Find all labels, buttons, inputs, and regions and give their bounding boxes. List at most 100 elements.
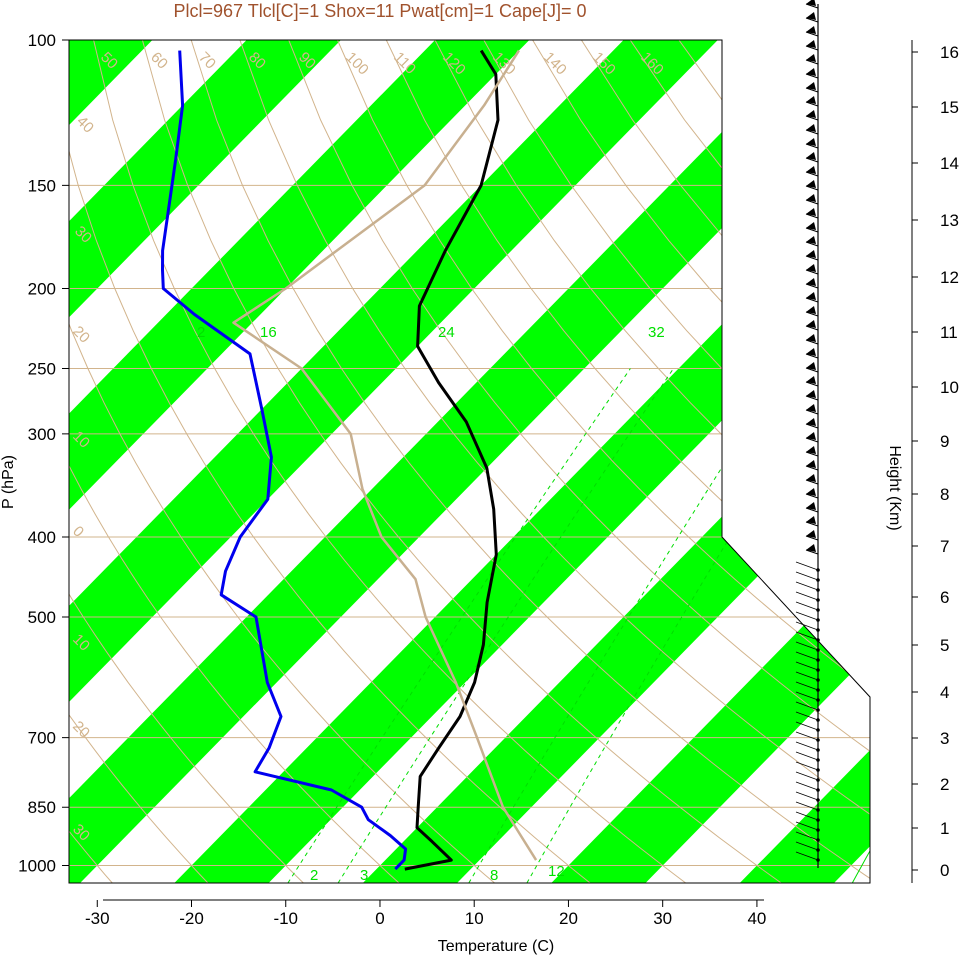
barb-dot [816,828,820,832]
isotherm-band [739,40,870,883]
wind-barb-lower [795,681,819,691]
x-tick-label: -10 [273,909,298,928]
wind-barb-upper [805,479,819,485]
isotherm-band-label: 10 [728,334,752,358]
height-tick-label: 14 [940,154,959,173]
isotherm-band [69,40,870,883]
wind-barb-pennant [806,82,816,90]
x-axis-label: Temperature (C) [438,938,554,955]
height-tick-label: 1 [940,819,949,838]
barb-dot [816,648,820,652]
barb-dot [816,738,820,742]
wind-barb-pennant [806,334,816,342]
wind-barb-lower [795,801,819,811]
mixing-ratio-line [915,369,961,884]
barb-dot [816,588,820,592]
wind-barb-lower [795,811,819,821]
wind-barb-lower [795,761,819,771]
wind-barb-lower [795,701,819,711]
dry-adiabat-label: 0 [69,523,87,541]
barb-dot [816,708,820,712]
wind-barb-upper [805,423,819,429]
wind-barb-upper [805,115,819,121]
wind-barb-pennant [806,516,816,524]
mixing-ratio-label: 3 [360,867,368,884]
wind-barb-lower [795,581,819,591]
x-tick-label: 0 [375,909,384,928]
wind-barb-pennant [806,26,816,34]
dry-adiabat-label: 100 [342,49,372,79]
wind-barb-upper [805,493,819,499]
wind-barb-lower [795,621,819,631]
mixing-ratio-label: 32 [648,324,665,341]
wind-barb-upper [805,507,819,513]
x-tick-label: 20 [559,909,578,928]
wind-barb-lower [795,671,819,681]
height-tick-label: 10 [940,378,959,397]
wind-barb-pennant [806,250,816,258]
wind-barb-upper [805,213,819,219]
barb-dot [816,808,820,812]
dry-adiabat-label: 140 [540,49,570,79]
mixing-ratio-label: 16 [260,324,277,341]
wind-barb-upper [805,227,819,233]
y-tick-label: 1000 [18,857,56,876]
y-tick-label: 250 [28,360,56,379]
height-tick-label: 9 [940,432,949,451]
wind-barb-pennant [806,236,816,244]
barb-dot [816,818,820,822]
wind-barb-pennant [806,544,816,552]
wind-barb-lower [795,791,819,801]
wind-barb-pennant [806,166,816,174]
wind-barb-lower [795,631,819,641]
barb-dot [816,748,820,752]
mixing-ratio-label: 24 [438,324,455,341]
wind-barb-pennant [806,96,816,104]
barb-dot [816,698,820,702]
y-tick-label: 700 [28,729,56,748]
dry-adiabat-line [288,40,870,883]
wind-barb-pennant [806,502,816,510]
mixing-ratio-label: 8 [490,867,498,884]
wind-barb-upper [805,297,819,303]
wind-barb-lower [795,731,819,741]
barb-dot [816,638,820,642]
y-axis-label: P (hPa) [0,455,17,509]
barb-dot [816,778,820,782]
barb-dot [816,678,820,682]
height-tick-label: 0 [940,861,949,880]
height-tick-label: 3 [940,729,949,748]
wind-barb-upper [805,59,819,65]
barb-dot [816,578,820,582]
wind-barb-lower [795,661,819,671]
y-tick-label: 150 [28,176,56,195]
wind-barb-lower [795,751,819,761]
barb-dot [816,688,820,692]
height-tick-label: 5 [940,636,949,655]
wind-barb-upper [805,101,819,107]
wind-barb-pennant [806,68,816,76]
dry-adiabat-line [69,40,591,883]
wind-barb-pennant [806,152,816,160]
x-tick-label: -30 [85,909,110,928]
height-tick-label: 7 [940,537,949,556]
y-tick-label: 500 [28,608,56,627]
wind-barb-lower [795,651,819,661]
dry-adiabat-line [190,40,870,883]
wind-barb-upper [805,171,819,177]
wind-barb-pennant [806,180,816,188]
mixing-ratio-label: 2 [197,324,205,341]
wind-barb-upper [805,45,819,51]
x-tick-label: -20 [179,909,204,928]
barb-dot [816,628,820,632]
barb-dot [816,798,820,802]
mixing-ratio-label: 12 [548,863,565,880]
height-tick-label: 4 [940,683,949,702]
dewpoint-profile [161,50,408,871]
wind-barb-pennant [806,376,816,384]
plot-frame [68,39,871,884]
profile-lines [161,49,538,871]
dry-adiabat-line [69,40,209,883]
dry-adiabat-line [93,40,687,883]
mixing-ratio-line [337,368,674,883]
